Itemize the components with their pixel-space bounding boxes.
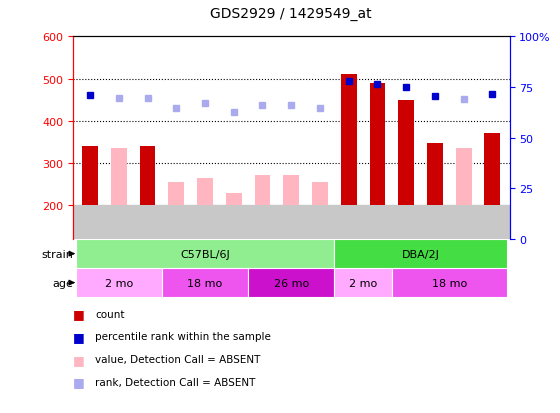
Bar xyxy=(370,83,385,206)
Text: value, Detection Call = ABSENT: value, Detection Call = ABSENT xyxy=(95,354,260,364)
Bar xyxy=(334,240,507,268)
Bar xyxy=(398,100,414,206)
Text: count: count xyxy=(95,309,125,319)
Text: GDS2929 / 1429549_at: GDS2929 / 1429549_at xyxy=(211,7,372,21)
Bar xyxy=(248,268,334,297)
Bar xyxy=(427,143,443,206)
Bar xyxy=(484,134,500,206)
Bar xyxy=(76,240,334,268)
Text: ■: ■ xyxy=(73,307,85,320)
Text: 18 mo: 18 mo xyxy=(188,278,223,288)
Bar xyxy=(162,268,248,297)
Bar xyxy=(312,183,328,206)
Text: ■: ■ xyxy=(73,353,85,366)
Text: rank, Detection Call = ABSENT: rank, Detection Call = ABSENT xyxy=(95,377,255,387)
Bar xyxy=(341,75,357,206)
Bar xyxy=(392,268,507,297)
Text: ■: ■ xyxy=(73,330,85,343)
Text: 18 mo: 18 mo xyxy=(432,278,467,288)
Bar xyxy=(283,176,299,206)
Text: DBA/2J: DBA/2J xyxy=(402,249,440,259)
Text: strain: strain xyxy=(41,249,73,259)
Bar xyxy=(82,147,98,206)
Bar xyxy=(73,206,510,240)
Text: 2 mo: 2 mo xyxy=(105,278,133,288)
Bar xyxy=(111,149,127,206)
Text: age: age xyxy=(52,278,73,288)
Bar xyxy=(334,268,392,297)
Text: percentile rank within the sample: percentile rank within the sample xyxy=(95,332,271,342)
Bar xyxy=(456,149,472,206)
Bar xyxy=(139,147,156,206)
Bar xyxy=(197,178,213,206)
Bar xyxy=(255,176,270,206)
Text: C57BL/6J: C57BL/6J xyxy=(180,249,230,259)
Bar xyxy=(226,194,241,206)
Text: ■: ■ xyxy=(73,375,85,389)
Bar xyxy=(169,183,184,206)
Text: 2 mo: 2 mo xyxy=(349,278,377,288)
Text: 26 mo: 26 mo xyxy=(274,278,309,288)
Bar xyxy=(76,268,162,297)
